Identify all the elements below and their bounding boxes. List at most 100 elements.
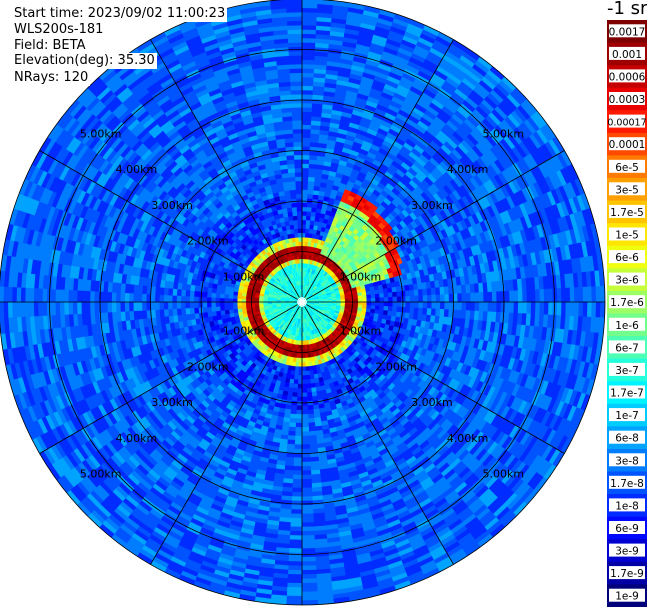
ppi-cell bbox=[457, 293, 463, 303]
ppi-cell bbox=[290, 400, 298, 407]
ppi-cell bbox=[474, 292, 480, 303]
ppi-cell bbox=[306, 197, 314, 204]
ppi-cell bbox=[294, 236, 300, 243]
ppi-cell bbox=[366, 301, 372, 306]
ppi-cell bbox=[291, 392, 298, 398]
ppi-cell bbox=[448, 293, 454, 303]
ppi-cell bbox=[167, 308, 174, 317]
ppi-cell bbox=[439, 294, 446, 303]
ppi-cell bbox=[301, 465, 312, 472]
ppi-cell bbox=[301, 435, 310, 441]
ppi-cell bbox=[366, 298, 372, 303]
ppi-cell bbox=[366, 294, 372, 299]
ppi-cell bbox=[383, 301, 389, 307]
ppi-cell bbox=[400, 290, 407, 298]
ppi-cell bbox=[301, 232, 306, 238]
ppi-cell bbox=[301, 167, 310, 173]
ppi-cell bbox=[362, 298, 368, 303]
ppi-cell bbox=[145, 301, 152, 311]
ppi-cell bbox=[306, 206, 313, 212]
ppi-cell bbox=[154, 301, 160, 311]
ppi-cell bbox=[145, 293, 152, 303]
ppi-cell bbox=[297, 228, 303, 234]
ppi-cell bbox=[202, 291, 208, 298]
ppi-cell bbox=[296, 396, 303, 402]
ppi-cell bbox=[387, 306, 394, 312]
ppi-cell bbox=[374, 293, 381, 299]
ppi-cell bbox=[301, 202, 308, 208]
ppi-cell bbox=[245, 301, 251, 306]
ppi-cell bbox=[292, 215, 299, 221]
ppi-cell bbox=[305, 374, 311, 381]
ppi-cell bbox=[219, 297, 225, 303]
ppi-cell bbox=[306, 210, 312, 217]
ppi-cell bbox=[132, 292, 139, 303]
ppi-cell bbox=[361, 294, 368, 300]
ppi-cell bbox=[478, 292, 485, 303]
ppi-cell bbox=[301, 119, 312, 126]
ppi-cell bbox=[375, 297, 381, 303]
ppi-cell bbox=[296, 197, 303, 203]
ppi-cell bbox=[295, 176, 303, 182]
ppi-cell bbox=[301, 392, 308, 398]
ppi-cell bbox=[202, 306, 208, 313]
ppi-cell bbox=[295, 414, 303, 420]
ppi-cell bbox=[224, 309, 230, 315]
ppi-data-field bbox=[0, 0, 605, 605]
ppi-cell bbox=[301, 228, 307, 234]
ppi-cell bbox=[301, 362, 306, 368]
ppi-cell bbox=[197, 306, 204, 314]
ppi-cell bbox=[461, 293, 467, 303]
ppi-cell bbox=[287, 430, 296, 437]
ppi-cell bbox=[465, 292, 472, 303]
ppi-cell bbox=[294, 427, 303, 433]
ppi-cell bbox=[294, 439, 303, 446]
ppi-cell bbox=[478, 301, 485, 312]
ppi-cell bbox=[301, 401, 308, 407]
ppi-cell bbox=[383, 305, 389, 312]
ppi-cell bbox=[301, 189, 309, 195]
ppi-cell bbox=[184, 301, 190, 309]
ppi-cell bbox=[158, 294, 165, 303]
ppi-cell bbox=[306, 400, 314, 407]
ppi-cell bbox=[292, 383, 299, 389]
ppi-cell bbox=[294, 431, 303, 437]
ppi-cell bbox=[293, 137, 303, 143]
ppi-cell bbox=[219, 301, 225, 307]
ppi-cell bbox=[210, 296, 216, 303]
ppi-cell bbox=[444, 301, 450, 311]
ppi-cell bbox=[202, 296, 208, 303]
ppi-cell bbox=[193, 295, 199, 303]
ppi-cell bbox=[197, 301, 203, 308]
ppi-cell bbox=[296, 401, 303, 407]
ppi-cell bbox=[306, 392, 313, 398]
ppi-cell bbox=[298, 249, 303, 255]
ppi-cell bbox=[298, 232, 303, 238]
ppi-cell bbox=[228, 305, 234, 311]
ppi-cell bbox=[301, 145, 311, 152]
ppi-cell bbox=[232, 301, 238, 306]
ppi-cell bbox=[301, 223, 307, 229]
ppi-cell bbox=[396, 306, 402, 313]
ppi-cell bbox=[295, 193, 303, 199]
ppi-cell bbox=[401, 301, 407, 308]
ppi-cell bbox=[431, 294, 437, 303]
ppi-cell bbox=[301, 448, 311, 454]
ppi-cell bbox=[301, 180, 309, 186]
ppi-cell bbox=[202, 301, 208, 308]
ppi-cell bbox=[431, 301, 437, 310]
ppi-cell bbox=[298, 245, 303, 251]
ppi-cell bbox=[301, 431, 310, 437]
ppi-cell bbox=[370, 293, 376, 299]
ppi-cell bbox=[295, 422, 303, 428]
ppi-cell bbox=[301, 457, 311, 463]
ppi-cell bbox=[297, 375, 303, 381]
ppi-cell bbox=[189, 301, 195, 309]
ppi-cell bbox=[197, 296, 203, 303]
ppi-cell bbox=[180, 301, 186, 309]
ppi-cell bbox=[301, 474, 312, 480]
ppi-cell bbox=[301, 236, 306, 242]
ppi-cell bbox=[287, 167, 296, 174]
ppi-cell bbox=[353, 295, 359, 300]
